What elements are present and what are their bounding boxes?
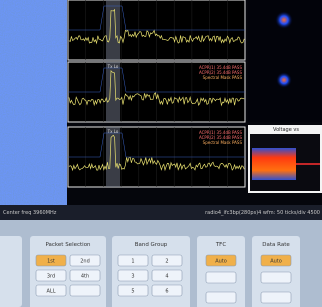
marker-label: Tx Lo [107,129,119,134]
control-button[interactable] [206,292,236,303]
readout: Spectral Mask PASS [203,140,243,145]
analyzer-ui: Tx LoACPR(1) 35.4dB PASSACPR(2) 35.4dB P… [0,0,322,307]
scope-title: Voltage vs [273,127,299,133]
control-button[interactable] [70,285,100,296]
status-left: Center freq 3960MHz [3,210,57,216]
button-label[interactable]: 2nd [80,259,90,265]
constellation-point [276,72,292,88]
screen: Tx LoACPR(1) 35.4dB PASSACPR(2) 35.4dB P… [0,0,322,307]
readout: Spectral Mask PASS [203,75,243,80]
button-label[interactable]: 4 [165,274,168,280]
scope-waveform [252,148,296,180]
control-button[interactable] [261,292,291,303]
button-label[interactable]: 3rd [47,274,55,280]
button-label[interactable]: 1st [47,259,55,265]
group-title: TFC [215,242,227,248]
button-label[interactable]: 3 [131,274,134,280]
control-button[interactable] [206,272,236,283]
button-label[interactable]: Auto [215,259,227,265]
group-title: Band Group [135,242,168,248]
group-title: Packet Selection [45,242,91,248]
button-label[interactable]: 6 [165,289,168,295]
group-title: Data Rate [262,242,290,248]
status-right: radio4_ifc3bp(280ps)4 wfm: 50 ticks/div … [205,210,320,216]
marker-band [106,62,120,122]
button-label[interactable]: 2 [165,259,168,265]
waterfall [0,0,67,205]
constellation-point [275,11,293,29]
button-label[interactable]: 5 [131,289,134,295]
marker-label: Tx Lo [107,64,119,69]
marker-band [106,0,120,60]
button-label[interactable]: Auto [270,259,282,265]
button-label[interactable]: ALL [47,289,56,295]
button-label[interactable]: 1 [131,259,134,265]
control-button[interactable] [261,272,291,283]
control-group [0,236,22,307]
button-label[interactable]: 4th [81,274,89,280]
controls: Packet Selection 1st 2nd 3rd 4th ALL Band Grou… [30,236,300,307]
